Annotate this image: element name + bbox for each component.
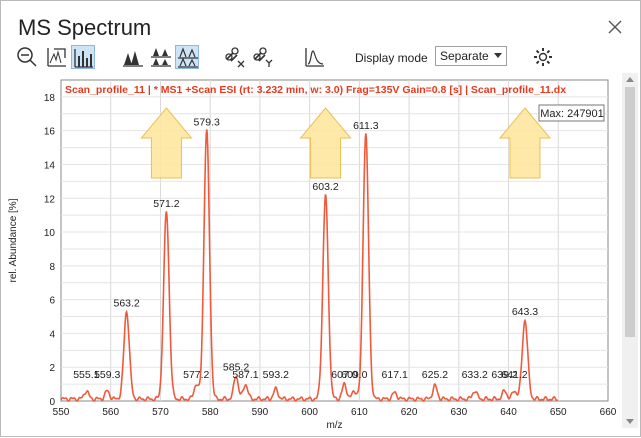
x-tick-label: 600 — [301, 407, 318, 418]
peak-label: 577.2 — [183, 369, 209, 381]
peak-label: 587.1 — [232, 369, 258, 381]
annotation-arrow — [299, 107, 352, 179]
max-label: Max: 247901 — [540, 108, 604, 120]
peak-label: 625.2 — [422, 369, 448, 381]
scroll-down-icon[interactable] — [626, 419, 634, 424]
peak-label: 609.0 — [341, 369, 367, 381]
peak-label: 643.3 — [512, 306, 538, 318]
x-tick-label: 550 — [53, 407, 70, 418]
x-tick-label: 590 — [252, 407, 269, 418]
spectrum-trace — [60, 129, 559, 402]
x-axis-label: m/z — [326, 420, 342, 431]
peak-label: 639.2 — [491, 369, 517, 381]
y-tick-label: 8 — [49, 262, 55, 273]
y-tick-label: 16 — [44, 127, 56, 138]
display-mode-select[interactable]: Separate — [435, 46, 507, 66]
zoom-out-icon[interactable] — [15, 45, 39, 69]
vertical-scrollbar[interactable] — [622, 73, 638, 428]
display-mode-value: Separate — [440, 49, 489, 63]
spectrum-plot[interactable]: 550 560 570 580 590 600 610 620 630 640 650 6600246… — [1, 73, 621, 438]
peak-label: 593.2 — [263, 369, 289, 381]
x-tick-label: 640 — [500, 407, 517, 418]
peak-label: 641.2 — [501, 369, 527, 381]
y-tick-label: 12 — [44, 194, 56, 205]
peak-label: 559.3 — [94, 369, 120, 381]
max-box — [538, 104, 605, 122]
profile-line-icon[interactable] — [303, 45, 327, 69]
close-icon[interactable] — [607, 19, 623, 35]
separate-peaks-icon[interactable] — [175, 45, 199, 69]
y-tick-label: 6 — [49, 296, 55, 307]
unlink-y-icon[interactable] — [251, 45, 275, 69]
y-tick-label: 0 — [49, 397, 55, 408]
display-mode-label: Display mode — [355, 51, 428, 65]
unlink-x-icon[interactable] — [223, 45, 247, 69]
x-tick-label: 630 — [450, 407, 467, 418]
settings-gear-icon[interactable] — [531, 45, 555, 69]
y-tick-label: 4 — [49, 329, 55, 340]
window-title: MS Spectrum — [18, 15, 152, 40]
y-tick-label: 10 — [44, 228, 56, 239]
x-tick-label: 650 — [550, 407, 567, 418]
peak-label: 603.2 — [312, 181, 338, 193]
stack-peaks-icon[interactable] — [149, 45, 173, 69]
peak-label: 571.2 — [153, 198, 179, 210]
y-axis-label: rel. Abundance [%] — [8, 198, 19, 282]
bar-spectrum-icon[interactable] — [71, 45, 95, 69]
x-tick-label: 660 — [600, 407, 617, 418]
overlay-peaks-icon[interactable] — [121, 45, 145, 69]
y-tick-label: 18 — [44, 93, 56, 104]
annotation-arrow — [498, 107, 552, 179]
x-tick-label: 610 — [351, 407, 368, 418]
spectrum-header: Scan_profile_11 | * MS1 +Scan ESI (rt: 3… — [65, 84, 566, 96]
x-tick-label: 570 — [152, 407, 169, 418]
chevron-down-icon — [494, 53, 502, 58]
y-tick-label: 14 — [44, 160, 56, 171]
peak-label: 585.2 — [223, 362, 249, 374]
peak-label: 563.2 — [113, 297, 139, 309]
x-tick-label: 620 — [401, 407, 418, 418]
x-tick-label: 580 — [202, 407, 219, 418]
peak-label: 607.0 — [331, 369, 357, 381]
autoscale-icon[interactable] — [45, 45, 69, 69]
annotation-arrow — [140, 107, 193, 179]
peak-label: 611.3 — [353, 120, 379, 132]
x-tick-label: 560 — [102, 407, 119, 418]
toolbar: Display mode Separate — [1, 43, 640, 73]
peak-label: 617.1 — [382, 369, 408, 381]
y-tick-label: 2 — [49, 363, 55, 374]
peak-label: 633.2 — [462, 369, 488, 381]
scroll-up-icon[interactable] — [626, 77, 634, 82]
peak-label: 579.3 — [194, 117, 220, 129]
peak-label: 555.1 — [73, 369, 99, 381]
scrollbar-thumb[interactable] — [625, 87, 635, 337]
